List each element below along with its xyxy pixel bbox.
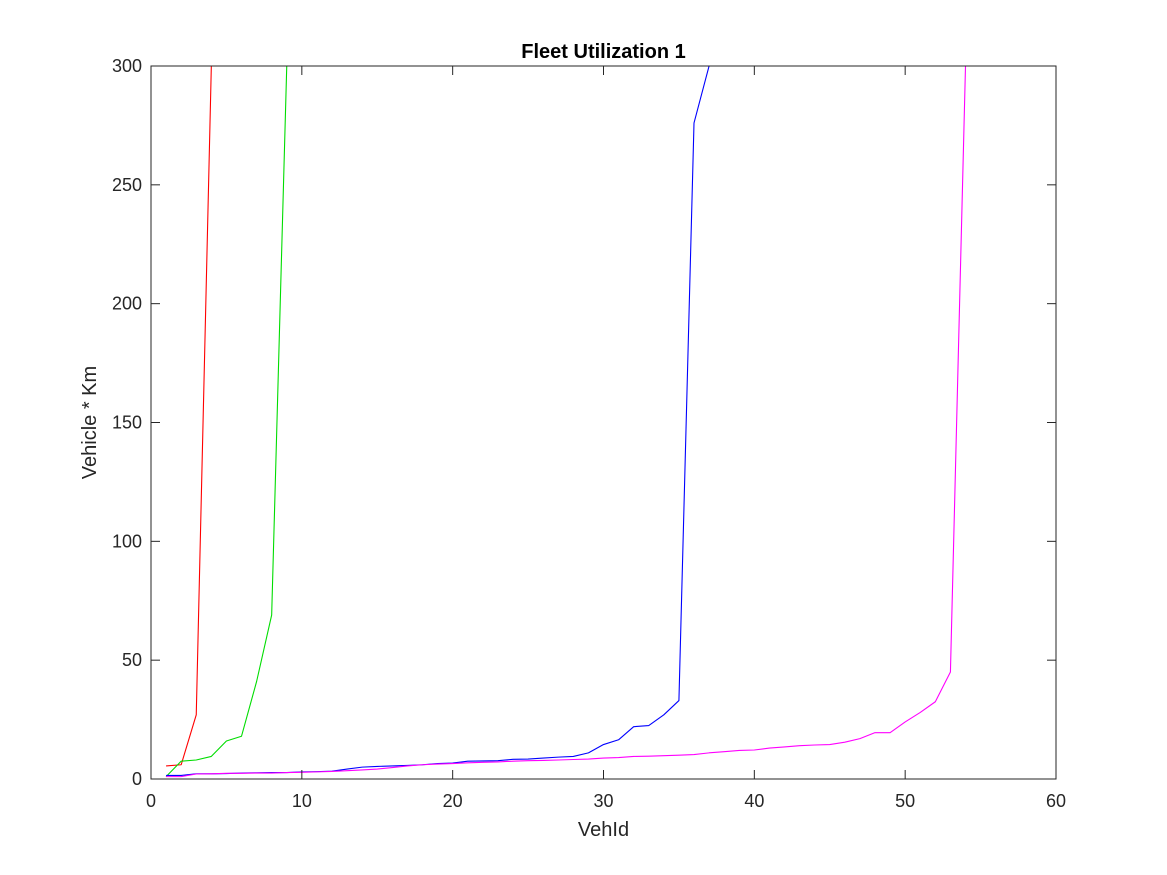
y-tick-label: 200 [112, 294, 142, 314]
y-tick-label: 150 [112, 413, 142, 433]
x-tick-label: 50 [895, 791, 915, 811]
series-line-4 [166, 66, 967, 778]
y-axis-label: Vehicle * Km [79, 366, 101, 479]
y-tick-label: 300 [112, 56, 142, 76]
y-tick-label: 50 [122, 650, 142, 670]
x-axis-label: VehId [578, 819, 629, 841]
x-tick-label: 40 [744, 791, 764, 811]
x-tick-label: 20 [443, 791, 463, 811]
chart-title: Fleet Utilization 1 [521, 41, 685, 63]
y-tick-label: 100 [112, 531, 142, 551]
series-line-2 [165, 66, 288, 778]
x-tick-label: 10 [292, 791, 312, 811]
plot-area [151, 66, 1056, 779]
x-axis: 0 10 20 30 40 50 60 [146, 66, 1066, 811]
y-tick-label: 250 [112, 175, 142, 195]
x-tick-label: 60 [1046, 791, 1066, 811]
series-line-1 [166, 66, 212, 767]
x-tick-label: 30 [593, 791, 613, 811]
series-layer [165, 66, 967, 778]
y-axis: 0 50 100 150 200 250 300 [112, 56, 1056, 789]
y-tick-label: 0 [132, 769, 142, 789]
x-tick-label: 0 [146, 791, 156, 811]
